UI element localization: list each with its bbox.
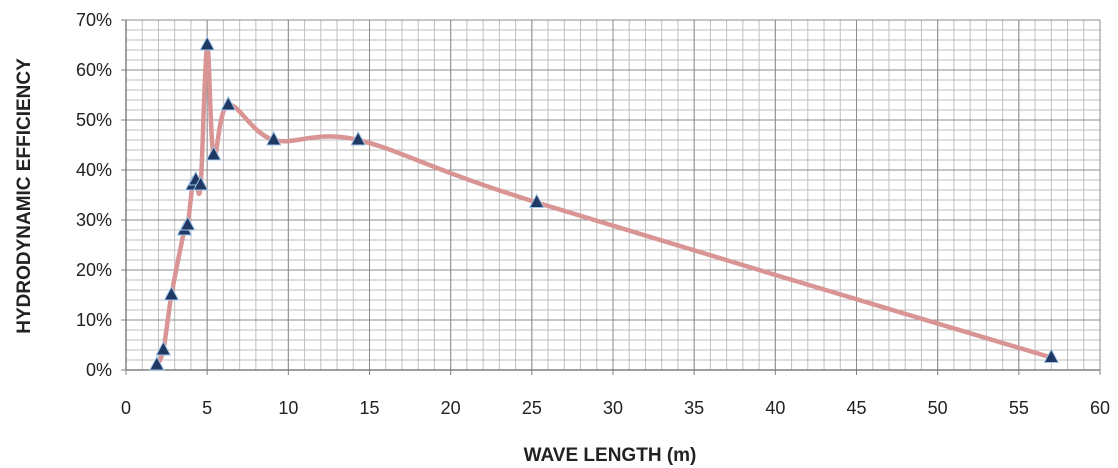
- data-point-triangle-marker: [205, 145, 222, 161]
- data-point-triangle-marker: [220, 95, 237, 111]
- x-axis-tick-label: 40: [765, 398, 785, 418]
- x-axis-tick-label: 10: [278, 398, 298, 418]
- y-axis-tick-label: 70%: [76, 10, 112, 30]
- x-axis-tick-label: 35: [684, 398, 704, 418]
- x-axis-tick-label: 60: [1090, 398, 1110, 418]
- x-axis-tick-label: 15: [359, 398, 379, 418]
- data-markers: [149, 35, 1060, 371]
- x-axis-tick-label: 20: [441, 398, 461, 418]
- y-axis-tick-label: 0%: [86, 360, 112, 380]
- data-point-triangle-marker: [163, 285, 180, 301]
- x-axis-tick-label: 50: [928, 398, 948, 418]
- data-point-triangle-marker: [265, 130, 282, 146]
- x-axis-tick-label: 45: [846, 398, 866, 418]
- data-point-triangle-marker: [179, 215, 196, 231]
- x-axis-tick-label: 25: [522, 398, 542, 418]
- data-point-triangle-marker: [528, 193, 545, 208]
- data-point-triangle-marker: [350, 130, 366, 146]
- data-point-triangle-marker: [199, 35, 216, 51]
- data-point-triangle-marker: [155, 340, 172, 356]
- y-axis-tick-labels: 0% 10% 20% 30% 40% 50% 60% 70%: [76, 10, 126, 380]
- y-axis-tick-label: 30%: [76, 210, 112, 230]
- x-axis-title: WAVE LENGTH (m): [524, 445, 697, 466]
- x-axis-tick-label: 0: [121, 398, 131, 418]
- x-axis-tick-label: 30: [603, 398, 623, 418]
- y-axis-title: HYDRODYNAMIC EFFICIENCY: [14, 58, 35, 334]
- data-point-triangle-marker: [149, 355, 165, 371]
- y-axis-tick-label: 10%: [76, 310, 112, 330]
- x-axis-tick-labels: 0 5 10 15 20 25 30 35 40 45 50 55 60: [121, 370, 1110, 418]
- y-axis-tick-label: 60%: [76, 60, 112, 80]
- x-axis-tick-label: 55: [1009, 398, 1029, 418]
- data-point-triangle-marker: [192, 175, 209, 191]
- y-axis-tick-label: 20%: [76, 260, 112, 280]
- y-axis-tick-label: 50%: [76, 110, 112, 130]
- data-point-triangle-marker: [1043, 348, 1060, 363]
- y-axis-tick-label: 40%: [76, 160, 112, 180]
- x-axis-tick-label: 5: [202, 398, 212, 418]
